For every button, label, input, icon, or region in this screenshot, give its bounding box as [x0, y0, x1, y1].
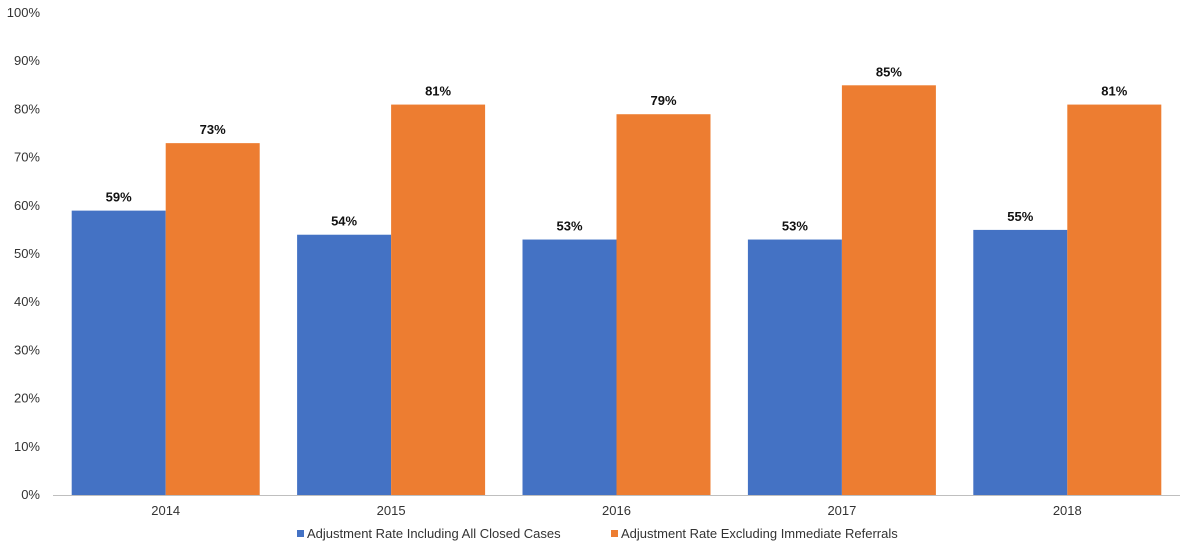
bar-excluding-immediate-referrals-2015 — [391, 104, 486, 495]
data-label: 59% — [106, 190, 132, 205]
bars — [71, 85, 1162, 496]
y-axis: 0% 10% 20% 30% 40% 50% 60% 70% 80% 90% 100% — [7, 5, 41, 502]
data-label: 53% — [556, 219, 582, 234]
y-tick-label: 90% — [14, 53, 40, 68]
bar-including-all-closed-cases-2015 — [297, 234, 392, 495]
legend-swatch-including-all-closed-cases — [297, 530, 304, 537]
legend: Adjustment Rate Including All Closed Cas… — [297, 526, 898, 541]
bar-including-all-closed-cases-2016 — [522, 239, 617, 495]
x-tick-label: 2015 — [377, 503, 406, 518]
legend-label-excluding-immediate-referrals: Adjustment Rate Excluding Immediate Refe… — [621, 526, 898, 541]
data-labels: 59% 73% 54% 81% 53% 79% 53% 85% 55% 81% — [106, 64, 1128, 233]
bar-including-all-closed-cases-2018 — [973, 229, 1068, 495]
y-tick-label: 80% — [14, 101, 40, 116]
y-tick-label: 20% — [14, 391, 40, 406]
bar-including-all-closed-cases-2017 — [747, 239, 842, 495]
y-tick-label: 30% — [14, 342, 40, 357]
data-label: 81% — [425, 84, 451, 99]
bar-excluding-immediate-referrals-2018 — [1067, 104, 1162, 495]
y-tick-label: 100% — [7, 5, 41, 20]
legend-swatch-excluding-immediate-referrals — [611, 530, 618, 537]
x-tick-label: 2018 — [1053, 503, 1082, 518]
x-tick-label: 2016 — [602, 503, 631, 518]
y-tick-label: 10% — [14, 439, 40, 454]
y-tick-label: 60% — [14, 198, 40, 213]
y-tick-label: 70% — [14, 150, 40, 165]
data-label: 73% — [200, 122, 226, 137]
y-tick-label: 40% — [14, 294, 40, 309]
data-label: 55% — [1007, 209, 1033, 224]
y-tick-label: 50% — [14, 246, 40, 261]
legend-label-including-all-closed-cases: Adjustment Rate Including All Closed Cas… — [307, 526, 561, 541]
bar-excluding-immediate-referrals-2016 — [616, 114, 711, 495]
data-label: 79% — [650, 93, 676, 108]
x-tick-label: 2017 — [827, 503, 856, 518]
data-label: 54% — [331, 214, 357, 229]
bar-excluding-immediate-referrals-2017 — [841, 85, 936, 496]
y-tick-label: 0% — [21, 487, 40, 502]
data-label: 85% — [876, 64, 902, 79]
x-tick-label: 2014 — [151, 503, 180, 518]
bar-excluding-immediate-referrals-2014 — [165, 143, 260, 495]
bar-including-all-closed-cases-2014 — [71, 210, 166, 495]
x-axis: 2014 2015 2016 2017 2018 — [151, 503, 1082, 518]
data-label: 81% — [1101, 84, 1127, 99]
data-label: 53% — [782, 219, 808, 234]
